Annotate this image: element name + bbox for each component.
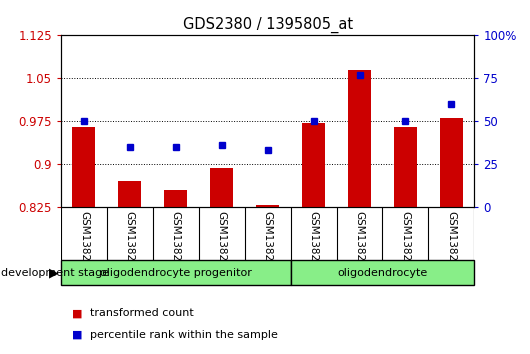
- Bar: [61, 260, 290, 285]
- Text: GSM138282: GSM138282: [171, 211, 181, 275]
- Text: ■: ■: [72, 330, 82, 339]
- Bar: [290, 260, 474, 285]
- Text: GSM138283: GSM138283: [217, 211, 227, 275]
- Text: GSM138280: GSM138280: [79, 211, 89, 275]
- Text: GSM138287: GSM138287: [401, 211, 410, 275]
- Text: oligodendrocyte progenitor: oligodendrocyte progenitor: [100, 268, 252, 278]
- Text: GSM138281: GSM138281: [125, 211, 135, 275]
- Text: development stage: development stage: [1, 268, 109, 278]
- Text: ▶: ▶: [49, 266, 58, 279]
- Bar: [164, 190, 187, 207]
- Bar: [118, 181, 142, 207]
- Text: percentile rank within the sample: percentile rank within the sample: [90, 330, 278, 339]
- Bar: [348, 70, 371, 207]
- Text: oligodendrocyte: oligodendrocyte: [338, 268, 428, 278]
- Text: GSM138286: GSM138286: [355, 211, 365, 275]
- Text: transformed count: transformed count: [90, 308, 194, 318]
- Bar: [302, 123, 325, 207]
- Bar: [210, 168, 233, 207]
- Text: GSM138285: GSM138285: [308, 211, 319, 275]
- Text: ■: ■: [72, 308, 82, 318]
- Bar: [73, 127, 95, 207]
- Bar: [256, 205, 279, 207]
- Bar: [394, 127, 417, 207]
- Title: GDS2380 / 1395805_at: GDS2380 / 1395805_at: [183, 16, 352, 33]
- Bar: [440, 118, 463, 207]
- Text: GSM138288: GSM138288: [446, 211, 456, 275]
- Text: GSM138284: GSM138284: [263, 211, 272, 275]
